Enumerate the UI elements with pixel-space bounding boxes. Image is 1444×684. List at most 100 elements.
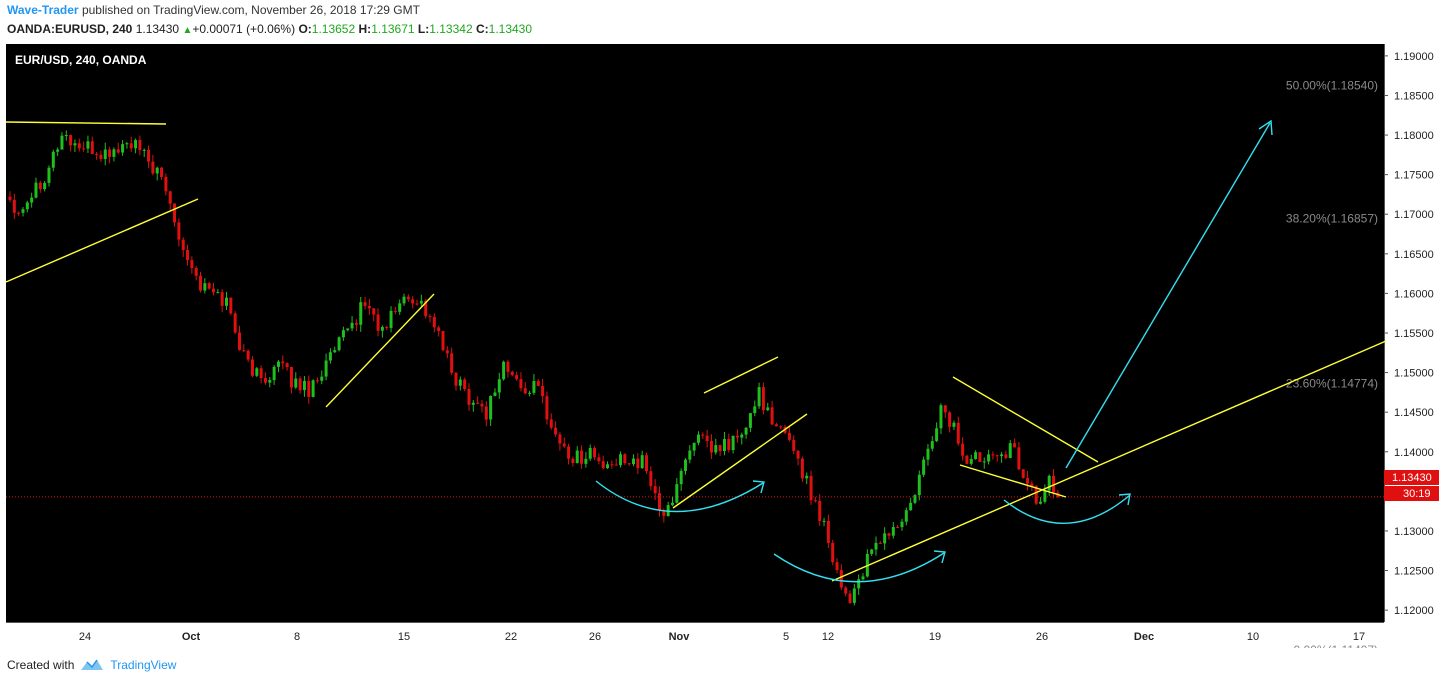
candle-body [740, 434, 744, 438]
candle-body [259, 368, 263, 379]
candle-body [965, 455, 969, 464]
projection-arrowhead-2[interactable] [933, 550, 946, 564]
projection-target-arrowhead[interactable] [1258, 119, 1273, 136]
candle-body [1021, 469, 1025, 479]
candlestick-series [8, 130, 1060, 606]
candle-body [424, 300, 428, 317]
high-value: 1.13671 [371, 22, 415, 36]
candle-body [116, 149, 120, 153]
projection-arc-1[interactable] [595, 480, 764, 513]
candle-body [683, 459, 687, 471]
candle-body [562, 443, 566, 447]
fib-level-label: 50.00%(1.18540) [1286, 78, 1378, 92]
candle-body [995, 455, 999, 457]
candle-body [619, 454, 623, 466]
current-price-label: 1.13430 [1392, 472, 1432, 484]
candle-body [77, 143, 81, 149]
projection-target-arrow[interactable] [1065, 122, 1271, 469]
candle-body [515, 375, 519, 380]
candle-body [636, 458, 640, 469]
plot-area[interactable] [6, 44, 1384, 622]
candle-body [523, 388, 527, 394]
candle-body [1047, 475, 1051, 491]
candle-body [575, 450, 579, 463]
candle-body [212, 288, 216, 293]
time-tick-label: Oct [182, 631, 201, 643]
trendline-top-resistance[interactable] [6, 121, 167, 125]
time-tick-label: 26 [1036, 631, 1048, 643]
wedge-lower[interactable] [959, 464, 1067, 498]
candle-body [160, 167, 164, 177]
up-arrow-icon: ▲ [182, 25, 193, 36]
candle-body [549, 419, 553, 428]
candle-body [545, 396, 549, 420]
candle-body [463, 379, 467, 390]
wedge-upper[interactable] [952, 376, 1099, 463]
high-label: H: [358, 22, 372, 36]
candle-body [220, 292, 224, 306]
candle-body [467, 389, 471, 405]
time-tick-label: Dec [1134, 631, 1154, 643]
candle-body [99, 154, 103, 160]
candle-body [714, 445, 718, 453]
time-tick-label: 15 [398, 631, 410, 643]
candle-body [38, 182, 42, 190]
price-tick-label: 1.19000 [1394, 51, 1434, 63]
trendline-october-rise[interactable] [325, 293, 435, 408]
candle-body [419, 300, 423, 304]
candle-body [181, 239, 185, 250]
candle-body [484, 406, 488, 420]
candle-body [25, 202, 29, 210]
countdown-badge [1384, 486, 1439, 501]
price-tick-label: 1.12000 [1394, 605, 1434, 617]
candle-body [225, 297, 228, 306]
candle-body [56, 149, 60, 152]
candle-body [909, 502, 913, 511]
chart-frame[interactable]: 1.19000 1.18500 1.18000 1.17500 1.17000 1.165… [6, 44, 1439, 648]
projection-arrowhead-1[interactable] [752, 480, 765, 494]
chart-legend: EUR/USD, 240, OANDA [15, 53, 147, 67]
candle-body [307, 380, 311, 397]
fib-level-label: 38.20%(1.16857) [1286, 212, 1378, 226]
candle-body [593, 447, 597, 458]
channel-lower[interactable] [672, 413, 808, 509]
channel-upper[interactable] [703, 356, 779, 394]
candle-body [380, 327, 384, 331]
tradingview-link[interactable]: TradingView [110, 658, 177, 672]
candle-body [519, 379, 523, 389]
candle-body [229, 297, 233, 314]
time-tick-label: 24 [79, 631, 91, 643]
candle-body [103, 149, 107, 160]
candle-body [341, 330, 345, 338]
projection-arrowhead-3[interactable] [1118, 493, 1131, 506]
candle-body [558, 434, 562, 444]
candle-body [952, 422, 956, 427]
candle-body [870, 549, 874, 554]
candle-body [233, 313, 237, 333]
candle-body [441, 331, 445, 351]
created-with-text: Created with [7, 658, 75, 672]
price-axis[interactable] [1384, 44, 1439, 622]
candle-body [151, 161, 155, 174]
candle-body [47, 167, 51, 183]
time-ticks: 24 Oct 8 15 22 26 Nov 5 12 19 26 Dec 10 17 [79, 631, 1365, 643]
price-tick-label: 1.14500 [1394, 407, 1434, 419]
candle-body [333, 350, 337, 353]
candle-body [761, 387, 765, 411]
author-link[interactable]: Wave-Trader [7, 3, 79, 17]
candle-body [861, 576, 865, 580]
candle-body [367, 305, 371, 309]
price-tick-label: 1.12500 [1394, 566, 1434, 578]
candle-body [1004, 454, 1008, 458]
candle-body [294, 378, 298, 388]
projection-arc-3[interactable] [1003, 494, 1131, 524]
projection-arc-2[interactable] [773, 552, 945, 583]
time-axis[interactable] [6, 622, 1439, 648]
trendline-long-support[interactable] [831, 340, 1387, 582]
candle-body [982, 461, 986, 463]
candle-body [1000, 454, 1004, 457]
drawing-tools [6, 119, 1387, 583]
candle-body [632, 458, 636, 465]
candle-body [653, 486, 657, 494]
trendline-early-support[interactable] [6, 198, 199, 283]
